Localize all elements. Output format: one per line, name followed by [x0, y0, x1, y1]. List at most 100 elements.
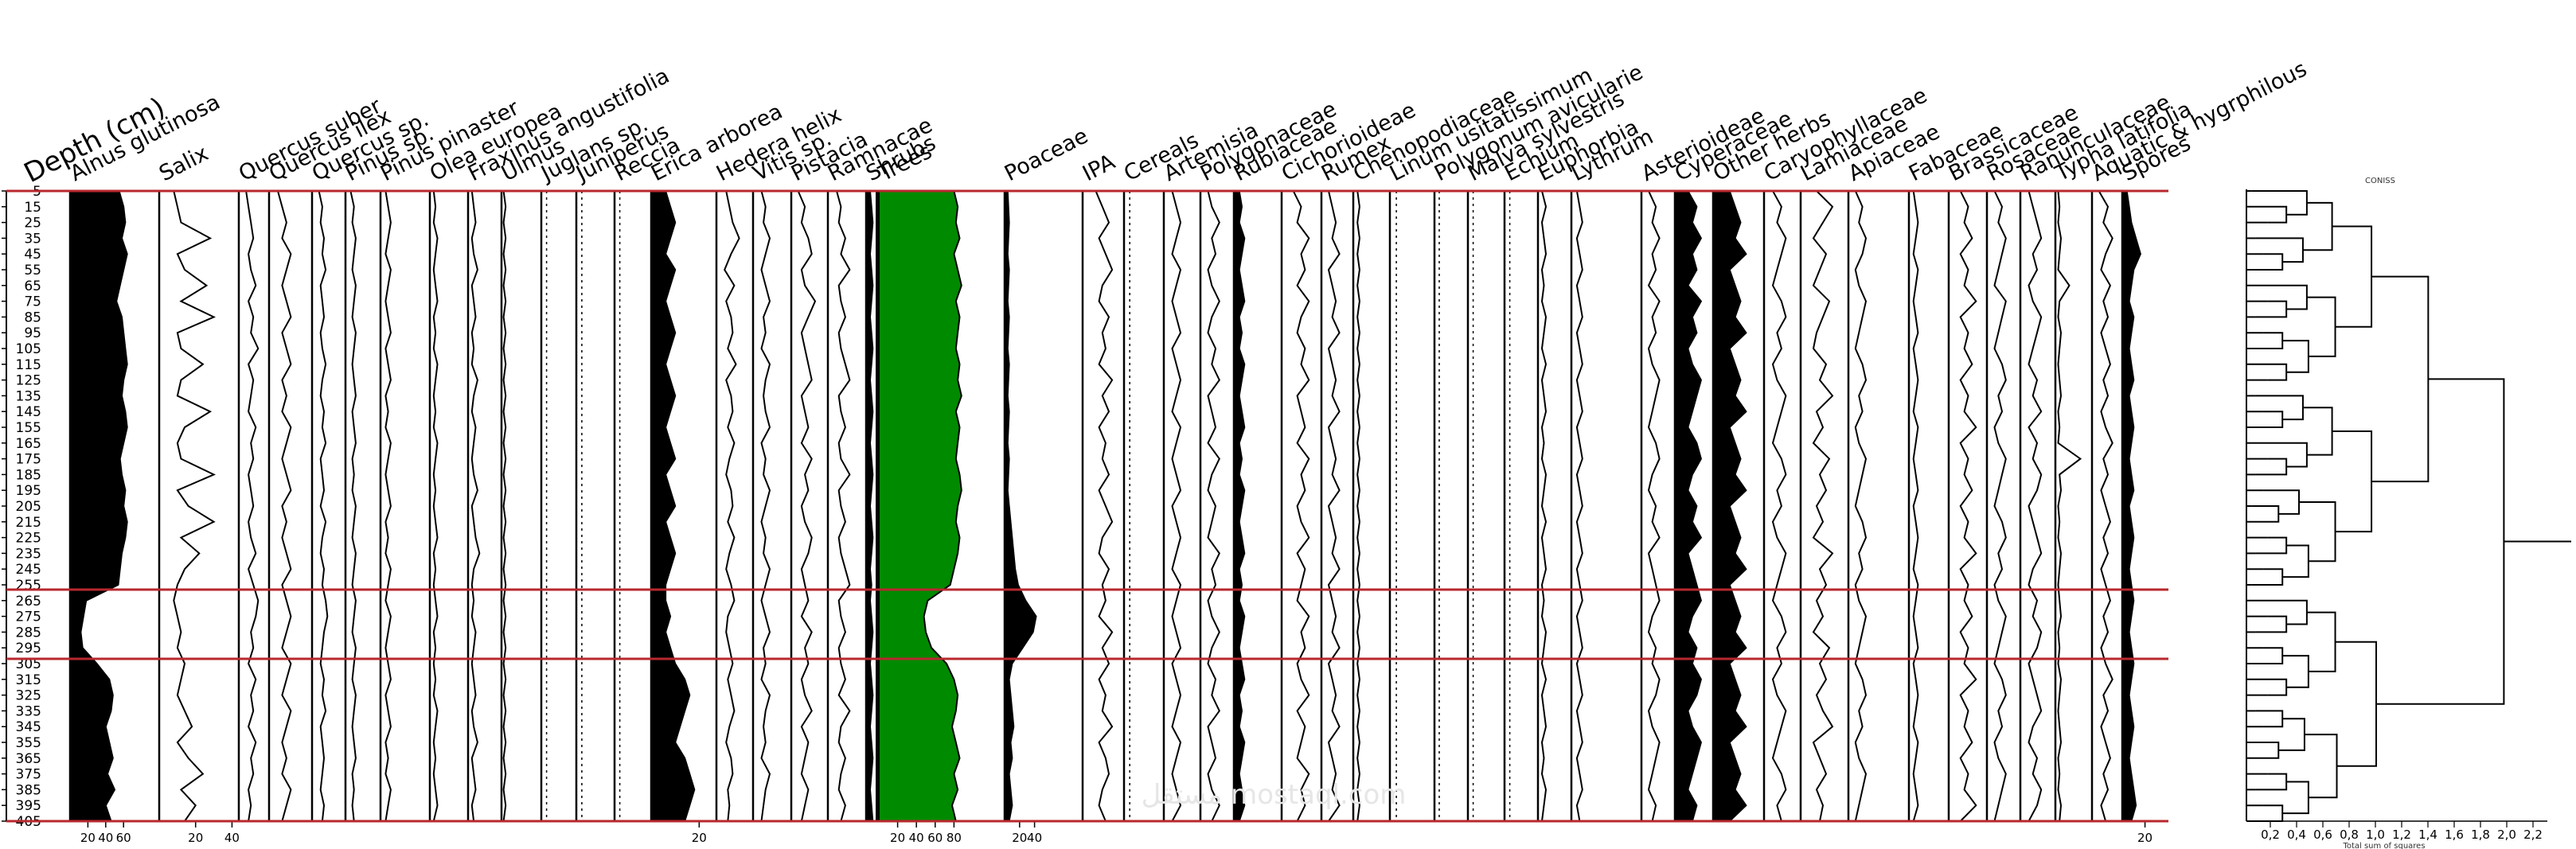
- depth-tick-label: 45: [24, 247, 41, 263]
- taxon-panel: Other herbs: [1709, 106, 1835, 822]
- depth-tick-label: 235: [16, 546, 41, 562]
- taxon-area: [878, 190, 962, 822]
- taxon-curve: [381, 190, 392, 822]
- taxon-curve: [239, 190, 260, 822]
- depth-tick-label: 225: [16, 531, 41, 547]
- taxon-panel: Vitis sp.: [749, 127, 836, 822]
- taxon-curve: [345, 190, 357, 822]
- taxon-panel: Quercus suber: [235, 93, 386, 822]
- taxon-panel: Rosaceae: [1983, 118, 2086, 822]
- dendrogram-branch: [2299, 501, 2336, 563]
- dendrogram-branch: [2251, 647, 2284, 664]
- dendrogram-title: CONISS: [2365, 177, 2395, 185]
- depth-tick-label: 15: [24, 200, 41, 216]
- taxon-panel: Pistacia: [787, 127, 872, 822]
- taxon-curve: [1987, 190, 2007, 822]
- depth-tick-label: 195: [16, 483, 41, 499]
- taxon-panel: Quercus ilex: [265, 104, 395, 822]
- taxon-panel: Asterioideae: [1637, 103, 1769, 822]
- dendrogram-branch: [2259, 284, 2308, 310]
- depth-tick-label: 205: [16, 499, 41, 515]
- taxon-curve: [2092, 190, 2113, 822]
- scale-tick-label: 20: [2137, 831, 2153, 845]
- dendrogram-branch: [2251, 411, 2284, 428]
- dendrogram-branch: [2255, 536, 2288, 555]
- scale-tick-label: 20: [890, 831, 905, 845]
- taxon-panel: Apiaceae: [1844, 119, 1944, 822]
- dendrogram-branch: [2255, 615, 2288, 633]
- taxon-area: [69, 190, 128, 822]
- depth-tick-label: 305: [16, 656, 41, 672]
- depth-tick-label: 145: [16, 404, 41, 420]
- depth-tick-label: 65: [24, 278, 41, 294]
- depth-tick-label: 345: [16, 719, 41, 735]
- taxon-curve: [1282, 190, 1310, 822]
- taxon-panel: Polygonaceae: [1196, 97, 1341, 822]
- scale-tick-label: 80: [946, 831, 962, 845]
- dendrogram-branch: [2251, 804, 2284, 822]
- depth-tick-label: 125: [16, 373, 41, 389]
- watermark-text: مستقل mostaql.com: [1142, 779, 1407, 811]
- depth-tick-label: 275: [16, 609, 41, 625]
- dendrogram-branch: [2263, 489, 2300, 515]
- zone-boundaries: [6, 189, 2168, 823]
- scale-tick-label: 40: [224, 831, 240, 845]
- depth-tick-label: 295: [16, 641, 41, 656]
- taxon-panel: Quercus sp.: [308, 107, 433, 822]
- scale-tick-label: 40: [1027, 831, 1042, 845]
- depth-tick-label: 55: [24, 263, 41, 278]
- taxon-curve: [269, 190, 292, 822]
- taxon-curve: [2020, 190, 2043, 822]
- taxon-curve: [828, 190, 851, 822]
- taxon-panel: Euphorbia: [1534, 115, 1642, 822]
- scale-tick-label: 20: [188, 831, 203, 845]
- depth-tick-label: 185: [16, 467, 41, 483]
- dendrogram-branch: [2376, 378, 2505, 705]
- taxon-curve: [791, 190, 817, 822]
- taxon-label: Poaceae: [1001, 123, 1092, 186]
- scale-tick-label: 60: [116, 831, 131, 845]
- depth-tick-label: 315: [16, 672, 41, 688]
- scale-tick-label: 20: [1012, 831, 1027, 845]
- taxon-panel: Rumex: [1317, 130, 1395, 822]
- dendrogram-branch: [2255, 395, 2304, 421]
- taxon-area: [650, 190, 696, 822]
- taxon-curve: [430, 190, 439, 822]
- dendrogram-branch: [2304, 734, 2338, 799]
- dendrogram-branch: [2255, 773, 2288, 791]
- taxon-panel: Rubiaceae: [1230, 114, 1341, 822]
- dendrogram-branch: [2259, 678, 2288, 696]
- taxon-panel: Artemisia: [1160, 118, 1263, 822]
- depth-tick-label: 245: [16, 562, 41, 578]
- dendrogram-tick-label: 2,2: [2523, 828, 2543, 842]
- taxon-area: [1674, 190, 1703, 822]
- taxon-curve: [1848, 190, 1868, 822]
- taxon-panel: Caryophyllaceae: [1760, 83, 1931, 822]
- depth-tick-label: 325: [16, 688, 41, 704]
- taxon-curve: [1353, 190, 1360, 822]
- dendrogram-branch: [2251, 568, 2284, 586]
- dendrogram-tick-label: 0,8: [2340, 828, 2359, 842]
- dendrogram-branch: [2251, 253, 2284, 271]
- depth-axis: 5152535455565758595105115125135145155165…: [2, 184, 41, 830]
- taxon-panel: Malva sylvestris: [1464, 87, 1629, 822]
- taxon-curve: [753, 190, 771, 822]
- depth-tick-label: 375: [16, 767, 41, 783]
- taxon-label: Salix: [155, 141, 213, 186]
- depth-tick-label: 175: [16, 452, 41, 468]
- taxon-panel: Poaceae 20 40: [1001, 123, 1092, 845]
- dendrogram-tick-label: 0,4: [2287, 828, 2306, 842]
- dendrogram-branch: [2371, 275, 2430, 483]
- depth-tick-label: 265: [16, 594, 41, 609]
- taxon-curve: [1801, 190, 1834, 822]
- depth-tick-label: 135: [16, 388, 41, 404]
- depth-tick-label: 255: [16, 578, 41, 594]
- taxon-area: [1233, 190, 1246, 822]
- taxon-area: [1004, 190, 1037, 822]
- taxon-curve: [1949, 190, 1977, 822]
- taxon-panel: IPA: [1079, 150, 1124, 822]
